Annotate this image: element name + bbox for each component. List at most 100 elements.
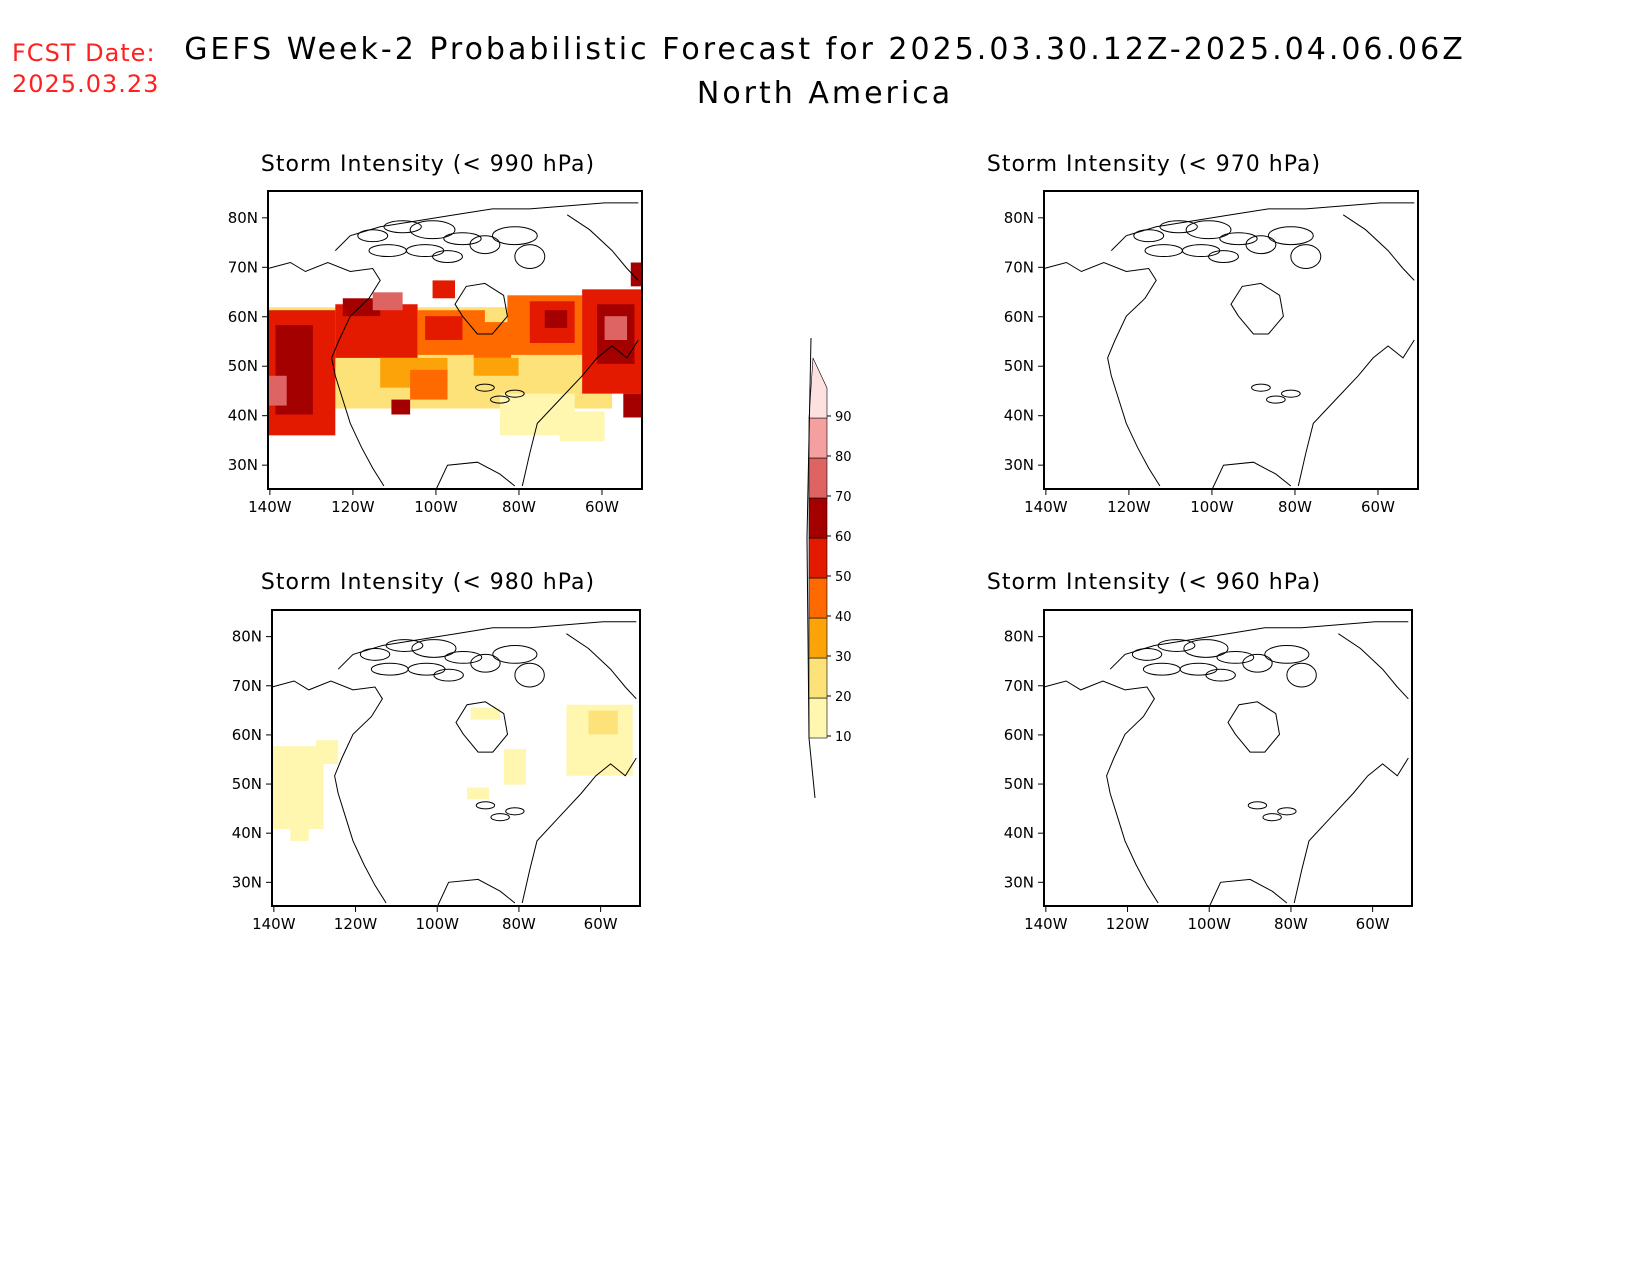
- probability-cell: [425, 316, 463, 340]
- lon-tick-label: 80W: [1274, 915, 1308, 933]
- lon-tick-label: 80W: [1278, 498, 1312, 516]
- lat-tick-label: 50N: [228, 357, 258, 375]
- island-outline: [383, 220, 422, 234]
- probability-cell: [630, 262, 642, 287]
- lon-tick-label: 60W: [585, 498, 619, 516]
- lon-tick-label: 60W: [1356, 915, 1390, 933]
- coastline: [566, 633, 637, 700]
- colorbar-edge: [806, 337, 816, 799]
- island-outline: [443, 232, 482, 246]
- island-outline: [1157, 639, 1196, 652]
- island-outline: [1185, 220, 1232, 240]
- island-outline: [1205, 668, 1236, 682]
- colorbar-swatch: [808, 697, 828, 739]
- lake-outline: [1280, 389, 1301, 398]
- probability-cell: [372, 292, 403, 311]
- probability-cell: [467, 787, 490, 800]
- coastline: [1043, 680, 1159, 904]
- colorbar: 10 20 30 40 50 60 70 80 90: [806, 337, 852, 799]
- colorbar-label: 90: [835, 410, 852, 425]
- probability-cell: [559, 411, 605, 442]
- lake-outline: [475, 383, 495, 392]
- lat-tick-label: 30N: [228, 456, 258, 474]
- island-outline: [1183, 639, 1229, 658]
- lat-tick-label: 40N: [228, 407, 258, 425]
- lake-outline: [1247, 801, 1268, 810]
- lake-outline: [490, 813, 510, 822]
- colorbar-label: 20: [835, 690, 852, 705]
- coastline: [1211, 461, 1292, 490]
- lon-tick-label: 120W: [1107, 498, 1151, 516]
- colorbar-label: 10: [835, 730, 852, 745]
- lat-tick-label: 70N: [1004, 677, 1034, 695]
- lat-tick-label: 60N: [1004, 726, 1034, 744]
- island-outline: [1267, 226, 1314, 246]
- panel-title-960: Storm Intensity (< 960 hPa): [986, 570, 1322, 595]
- island-outline: [1159, 220, 1198, 234]
- island-outline: [491, 226, 538, 246]
- island-outline: [407, 662, 446, 676]
- lake-outline: [505, 807, 525, 816]
- lon-tick-label: 100W: [1187, 915, 1231, 933]
- coastline: [1227, 701, 1281, 753]
- coastline: [566, 214, 639, 281]
- lat-tick-label: 40N: [1004, 407, 1034, 425]
- coastline: [1293, 757, 1409, 904]
- coastline: [1338, 633, 1409, 700]
- coastline: [1043, 261, 1161, 487]
- coastline: [1110, 202, 1415, 251]
- island-outline: [1131, 647, 1163, 661]
- lake-outline: [490, 395, 510, 404]
- lon-tick-label: 120W: [331, 498, 375, 516]
- island-outline: [411, 639, 457, 658]
- map-frame: [1043, 190, 1419, 490]
- probability-cell: [290, 817, 309, 841]
- lat-tick-label: 80N: [1004, 628, 1034, 646]
- lake-outline: [475, 801, 496, 810]
- coastline: [267, 261, 385, 487]
- probability-cell: [470, 707, 501, 720]
- lon-tick-label: 140W: [252, 915, 296, 933]
- island-outline: [1264, 645, 1310, 664]
- lat-tick-label: 80N: [232, 628, 262, 646]
- island-outline: [1290, 244, 1322, 269]
- island-outline: [1219, 232, 1258, 246]
- lat-tick-label: 30N: [1004, 873, 1034, 891]
- island-outline: [469, 235, 501, 255]
- probability-cell: [410, 369, 448, 400]
- colorbar-label: 60: [835, 530, 852, 545]
- island-outline: [492, 645, 538, 664]
- coastline: [271, 680, 387, 904]
- lat-tick-label: 80N: [1004, 209, 1034, 227]
- lat-tick-label: 60N: [1004, 308, 1034, 326]
- panel-title-990: Storm Intensity (< 990 hPa): [260, 152, 596, 177]
- map-frame: [271, 609, 641, 907]
- probability-cell: [272, 746, 324, 830]
- island-outline: [433, 668, 464, 682]
- island-outline: [385, 639, 424, 652]
- island-outline: [359, 647, 391, 661]
- island-outline: [470, 653, 501, 673]
- coastline: [1230, 282, 1284, 335]
- island-outline: [1133, 229, 1165, 243]
- lat-tick-label: 30N: [232, 873, 262, 891]
- lat-tick-label: 70N: [232, 677, 262, 695]
- coastline: [521, 339, 639, 487]
- lon-tick-label: 140W: [1024, 915, 1068, 933]
- probability-cell: [391, 399, 411, 415]
- probability-cell: [473, 357, 519, 376]
- colorbar-label: 50: [835, 570, 852, 585]
- probability-cell: [503, 749, 526, 785]
- lat-tick-label: 30N: [1004, 456, 1034, 474]
- probability-cell: [623, 393, 642, 418]
- lon-tick-label: 80W: [502, 498, 536, 516]
- coastline: [1297, 339, 1415, 487]
- lat-tick-label: 60N: [232, 726, 262, 744]
- colorbar-swatch: [808, 497, 828, 539]
- lon-tick-label: 100W: [1190, 498, 1234, 516]
- coastline: [454, 282, 508, 335]
- island-outline: [405, 244, 445, 258]
- map-panel: 80N 70N 60N 50N 40N 30N 140W 120W 100W 80W 60W: [228, 190, 643, 516]
- coastline: [437, 878, 516, 907]
